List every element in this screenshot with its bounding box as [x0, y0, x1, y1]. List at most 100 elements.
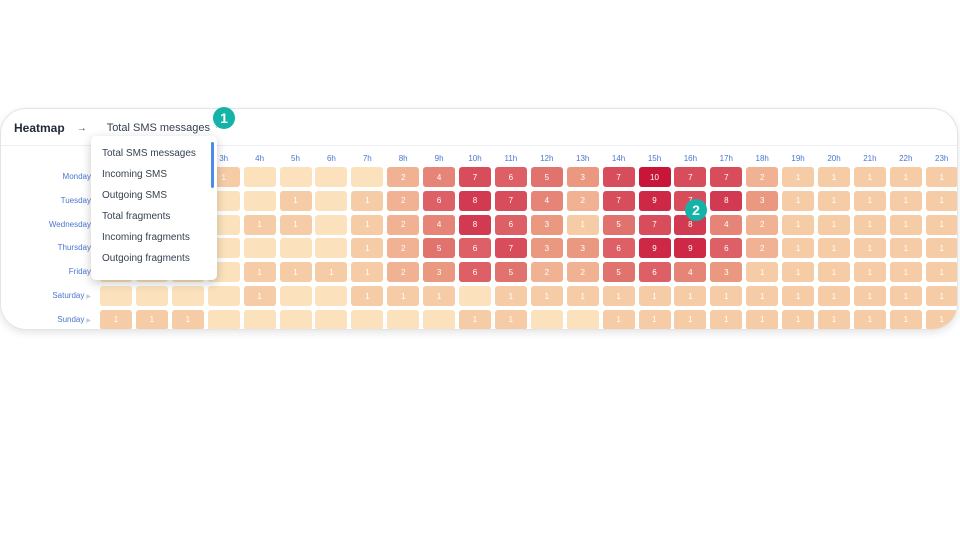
- heatmap-cell[interactable]: 10: [638, 167, 671, 187]
- heatmap-cell[interactable]: 1: [351, 190, 384, 211]
- heatmap-cell[interactable]: 6: [494, 167, 527, 187]
- heatmap-cell[interactable]: 1: [782, 190, 815, 211]
- heatmap-cell[interactable]: 6: [494, 214, 527, 235]
- heatmap-cell[interactable]: [100, 286, 132, 306]
- heatmap-cell[interactable]: 3: [566, 238, 599, 259]
- heatmap-cell[interactable]: 7: [494, 238, 527, 259]
- heatmap-cell[interactable]: 1: [602, 309, 635, 329]
- heatmap-cell[interactable]: 3: [710, 262, 743, 283]
- heatmap-cell[interactable]: 1: [710, 309, 743, 329]
- heatmap-cell[interactable]: 1: [925, 309, 957, 329]
- heatmap-cell[interactable]: [459, 286, 491, 306]
- heatmap-cell[interactable]: [315, 167, 348, 187]
- heatmap-cell[interactable]: 1: [889, 190, 922, 211]
- heatmap-cell[interactable]: 2: [746, 238, 779, 259]
- heatmap-cell[interactable]: [171, 286, 204, 306]
- heatmap-cell[interactable]: 5: [423, 238, 456, 259]
- dropdown-option-total-sms[interactable]: Total SMS messages: [102, 148, 196, 159]
- heatmap-cell[interactable]: 1: [782, 309, 815, 329]
- heatmap-cell[interactable]: 5: [602, 214, 635, 235]
- heatmap-cell[interactable]: 2: [387, 214, 420, 235]
- heatmap-cell[interactable]: 1: [818, 238, 850, 259]
- heatmap-cell[interactable]: 2: [566, 262, 599, 283]
- heatmap-cell[interactable]: 1: [279, 190, 312, 211]
- heatmap-cell[interactable]: 4: [530, 190, 563, 211]
- dropdown-option-outgoing-sms[interactable]: Outgoing SMS: [102, 190, 168, 201]
- heatmap-cell[interactable]: 1: [782, 286, 815, 306]
- heatmap-cell[interactable]: 5: [530, 167, 563, 187]
- heatmap-cell[interactable]: 1: [782, 238, 815, 259]
- heatmap-cell[interactable]: 1: [925, 286, 957, 306]
- expand-icon[interactable]: ▶: [86, 317, 91, 324]
- heatmap-cell[interactable]: 1: [818, 286, 850, 306]
- heatmap-cell[interactable]: 1: [566, 214, 599, 235]
- heatmap-cell[interactable]: 7: [602, 167, 635, 187]
- heatmap-cell[interactable]: [315, 309, 348, 329]
- heatmap-cell[interactable]: 1: [530, 286, 563, 306]
- heatmap-cell[interactable]: 1: [315, 262, 348, 283]
- heatmap-cell[interactable]: 7: [638, 214, 671, 235]
- heatmap-cell[interactable]: [243, 167, 276, 187]
- heatmap-cell[interactable]: 1: [925, 214, 957, 235]
- dropdown-option-total-fragments[interactable]: Total fragments: [102, 211, 171, 222]
- heatmap-cell[interactable]: [135, 286, 168, 306]
- heatmap-cell[interactable]: 5: [494, 262, 527, 283]
- heatmap-cell[interactable]: 1: [674, 286, 707, 306]
- heatmap-cell[interactable]: 7: [494, 190, 527, 211]
- heatmap-cell[interactable]: [351, 309, 384, 329]
- heatmap-cell[interactable]: 1: [818, 190, 850, 211]
- expand-icon[interactable]: ▶: [86, 294, 91, 300]
- heatmap-cell[interactable]: 1: [638, 309, 671, 329]
- heatmap-cell[interactable]: 1: [746, 286, 779, 306]
- heatmap-cell[interactable]: [315, 214, 348, 235]
- heatmap-cell[interactable]: 2: [746, 167, 779, 187]
- heatmap-cell[interactable]: 2: [746, 214, 779, 235]
- heatmap-cell[interactable]: 3: [566, 167, 599, 187]
- heatmap-cell[interactable]: 6: [459, 238, 491, 259]
- heatmap-cell[interactable]: 8: [459, 190, 491, 211]
- heatmap-cell[interactable]: 1: [279, 262, 312, 283]
- heatmap-cell[interactable]: 1: [746, 309, 779, 329]
- heatmap-cell[interactable]: 1: [387, 286, 420, 306]
- heatmap-cell[interactable]: [530, 309, 563, 329]
- heatmap-cell[interactable]: 7: [710, 167, 743, 187]
- heatmap-cell[interactable]: 6: [710, 238, 743, 259]
- heatmap-cell[interactable]: 1: [351, 262, 384, 283]
- heatmap-cell[interactable]: 1: [494, 309, 527, 329]
- heatmap-cell[interactable]: 2: [387, 238, 420, 259]
- heatmap-cell[interactable]: 1: [853, 262, 886, 283]
- heatmap-cell[interactable]: 1: [351, 286, 384, 306]
- heatmap-cell[interactable]: 1: [853, 238, 886, 259]
- heatmap-cell[interactable]: [279, 238, 312, 259]
- heatmap-cell[interactable]: 9: [638, 238, 671, 259]
- heatmap-cell[interactable]: 1: [853, 286, 886, 306]
- heatmap-cell[interactable]: 1: [782, 262, 815, 283]
- heatmap-cell[interactable]: 6: [423, 190, 456, 211]
- heatmap-cell[interactable]: 4: [423, 214, 456, 235]
- heatmap-cell[interactable]: 1: [925, 262, 957, 283]
- heatmap-cell[interactable]: [207, 309, 240, 329]
- heatmap-cell[interactable]: 1: [853, 190, 886, 211]
- heatmap-cell[interactable]: 4: [674, 262, 707, 283]
- heatmap-cell[interactable]: 5: [602, 262, 635, 283]
- heatmap-cell[interactable]: 1: [853, 214, 886, 235]
- heatmap-cell[interactable]: 1: [889, 238, 922, 259]
- heatmap-cell[interactable]: 6: [459, 262, 491, 283]
- heatmap-cell[interactable]: [315, 286, 348, 306]
- heatmap-cell[interactable]: [351, 167, 384, 187]
- heatmap-cell[interactable]: 2: [566, 190, 599, 211]
- heatmap-cell[interactable]: 1: [925, 190, 957, 211]
- heatmap-cell[interactable]: 1: [243, 214, 276, 235]
- heatmap-cell[interactable]: 7: [602, 190, 635, 211]
- heatmap-cell[interactable]: 1: [925, 167, 957, 187]
- heatmap-cell[interactable]: [279, 167, 312, 187]
- heatmap-cell[interactable]: 1: [853, 167, 886, 187]
- heatmap-cell[interactable]: [243, 190, 276, 211]
- heatmap-cell[interactable]: 1: [710, 286, 743, 306]
- heatmap-cell[interactable]: 2: [530, 262, 563, 283]
- heatmap-cell[interactable]: 7: [674, 167, 707, 187]
- heatmap-cell[interactable]: 1: [171, 309, 204, 329]
- dropdown-option-outgoing-fragments[interactable]: Outgoing fragments: [102, 253, 190, 264]
- heatmap-cell[interactable]: 1: [566, 286, 599, 306]
- heatmap-cell[interactable]: [566, 309, 599, 329]
